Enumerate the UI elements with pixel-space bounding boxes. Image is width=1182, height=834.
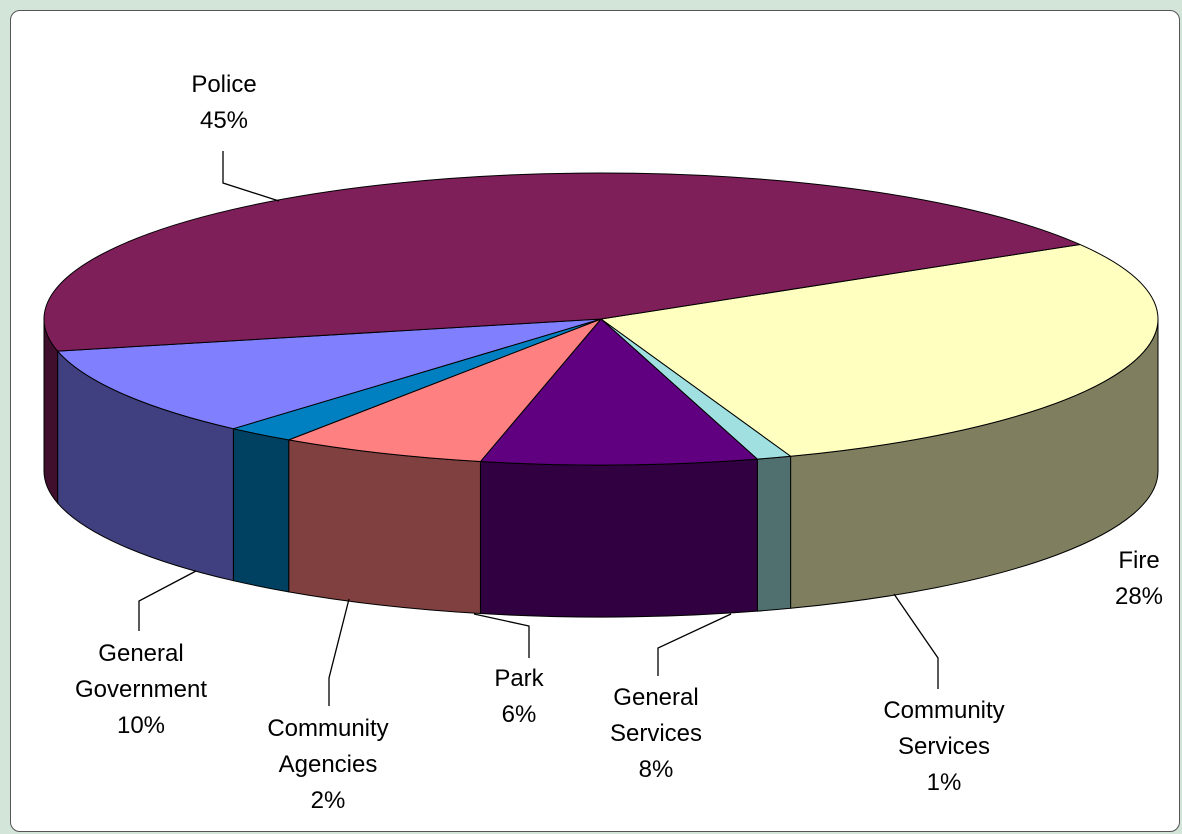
chart-frame: Fire 28% Community Services 1% General Service… xyxy=(10,10,1180,832)
data-label-name-0: Fire xyxy=(1118,547,1159,574)
data-label-name-1: Community xyxy=(883,697,1004,724)
pie-chart: Fire 28% Community Services 1% General Service… xyxy=(43,71,1163,814)
data-label-percent-0: 28% xyxy=(1115,583,1163,610)
data-label-name-6: Police xyxy=(191,71,256,98)
data-label-percent-4: 2% xyxy=(311,787,346,814)
leader-line-5 xyxy=(138,570,197,631)
pie-side-2 xyxy=(479,458,758,618)
data-label-percent-2: 8% xyxy=(639,756,674,783)
leader-line-2 xyxy=(657,613,732,676)
data-label-name-2: Services xyxy=(610,720,702,747)
data-label-percent-1: 1% xyxy=(927,769,962,796)
pie-slice-2 xyxy=(479,318,758,466)
data-label-name-2: General xyxy=(613,684,698,711)
leader-line-4 xyxy=(328,598,350,706)
data-label-percent-5: 10% xyxy=(117,712,165,739)
leader-line-3 xyxy=(473,613,530,658)
data-label-name-1: Services xyxy=(898,733,990,760)
pie-slice-5 xyxy=(57,318,602,430)
pie-slice-3 xyxy=(288,318,602,463)
leader-line-6 xyxy=(222,151,280,202)
data-label-name-4: Community xyxy=(267,715,388,742)
pie-side-4 xyxy=(232,428,290,593)
pie-side-3 xyxy=(288,439,481,615)
pie-slice-6 xyxy=(43,172,1081,352)
data-label-percent-3: 6% xyxy=(502,701,537,728)
data-label-name-5: Government xyxy=(75,676,207,703)
data-label-percent-6: 45% xyxy=(200,107,248,134)
leader-line-1 xyxy=(893,593,939,689)
data-label-name-4: Agencies xyxy=(279,751,378,778)
pie-side-1 xyxy=(756,455,792,612)
data-label-name-3: Park xyxy=(494,665,544,692)
data-label-name-5: General xyxy=(98,640,183,667)
